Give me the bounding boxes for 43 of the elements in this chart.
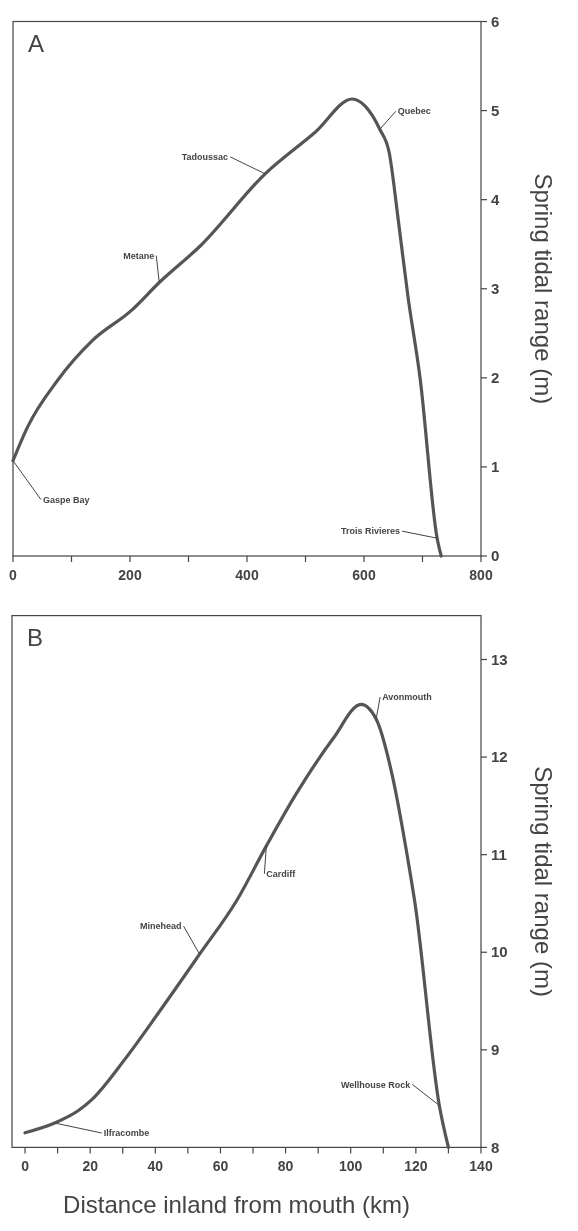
annotation: Gaspe Bay [43,494,90,505]
x-tick-label: 60 [212,1158,229,1175]
y-tick-label: 13 [491,650,508,668]
x-tick-label: 100 [339,1158,363,1175]
y-tick-label: 6 [491,12,500,30]
x-tick-label: 0 [21,1158,30,1175]
x-tick-label: 200 [118,567,142,583]
chart-title: B [27,623,44,651]
y-tick-label: 8 [491,1138,500,1156]
y-tick-label: 12 [491,748,508,766]
annotation: Ilfracombe [103,1128,150,1139]
x-tick-label: 40 [147,1158,164,1175]
y-tick-label: 0 [491,547,500,565]
y-tick-label: 1 [491,458,500,476]
annotation: Wellhouse Rock [340,1079,412,1090]
x-tick-label: 20 [82,1158,99,1175]
annotation: Quebec [397,106,431,117]
y-tick-label: 10 [491,943,508,961]
x-tick-label: 0 [9,567,18,583]
line-series [11,97,443,558]
annotation: Tadoussac [181,151,229,162]
line-series [23,702,451,1149]
annotation: Avonmouth [382,692,432,703]
x-tick-label: 120 [404,1158,428,1175]
annotation: Metane [123,250,155,261]
x-tick-label: 80 [277,1158,294,1175]
x-tick-label: 600 [352,567,376,583]
y-tick-label: 4 [491,190,500,208]
y-axis-title: Spring tidal range (m) [529,173,557,405]
x-axis-title: Distance inland from mouth (km) [63,1191,410,1219]
y-tick-label: 2 [491,369,500,387]
y-tick-label: 11 [491,845,507,863]
y-tick-label: 5 [491,101,500,119]
chart-title: A [28,29,45,57]
x-tick-label: 800 [469,567,493,583]
x-tick-label: 400 [235,567,259,583]
y-axis-title: Spring tidal range (m) [529,766,557,997]
x-tick-label: 140 [469,1158,493,1175]
annotation: Trois Rivieres [341,526,401,537]
annotation: Minehead [140,921,182,932]
annotation: Cardiff [266,869,297,880]
y-tick-label: 3 [491,280,500,297]
y-tick-label: 9 [491,1041,500,1059]
